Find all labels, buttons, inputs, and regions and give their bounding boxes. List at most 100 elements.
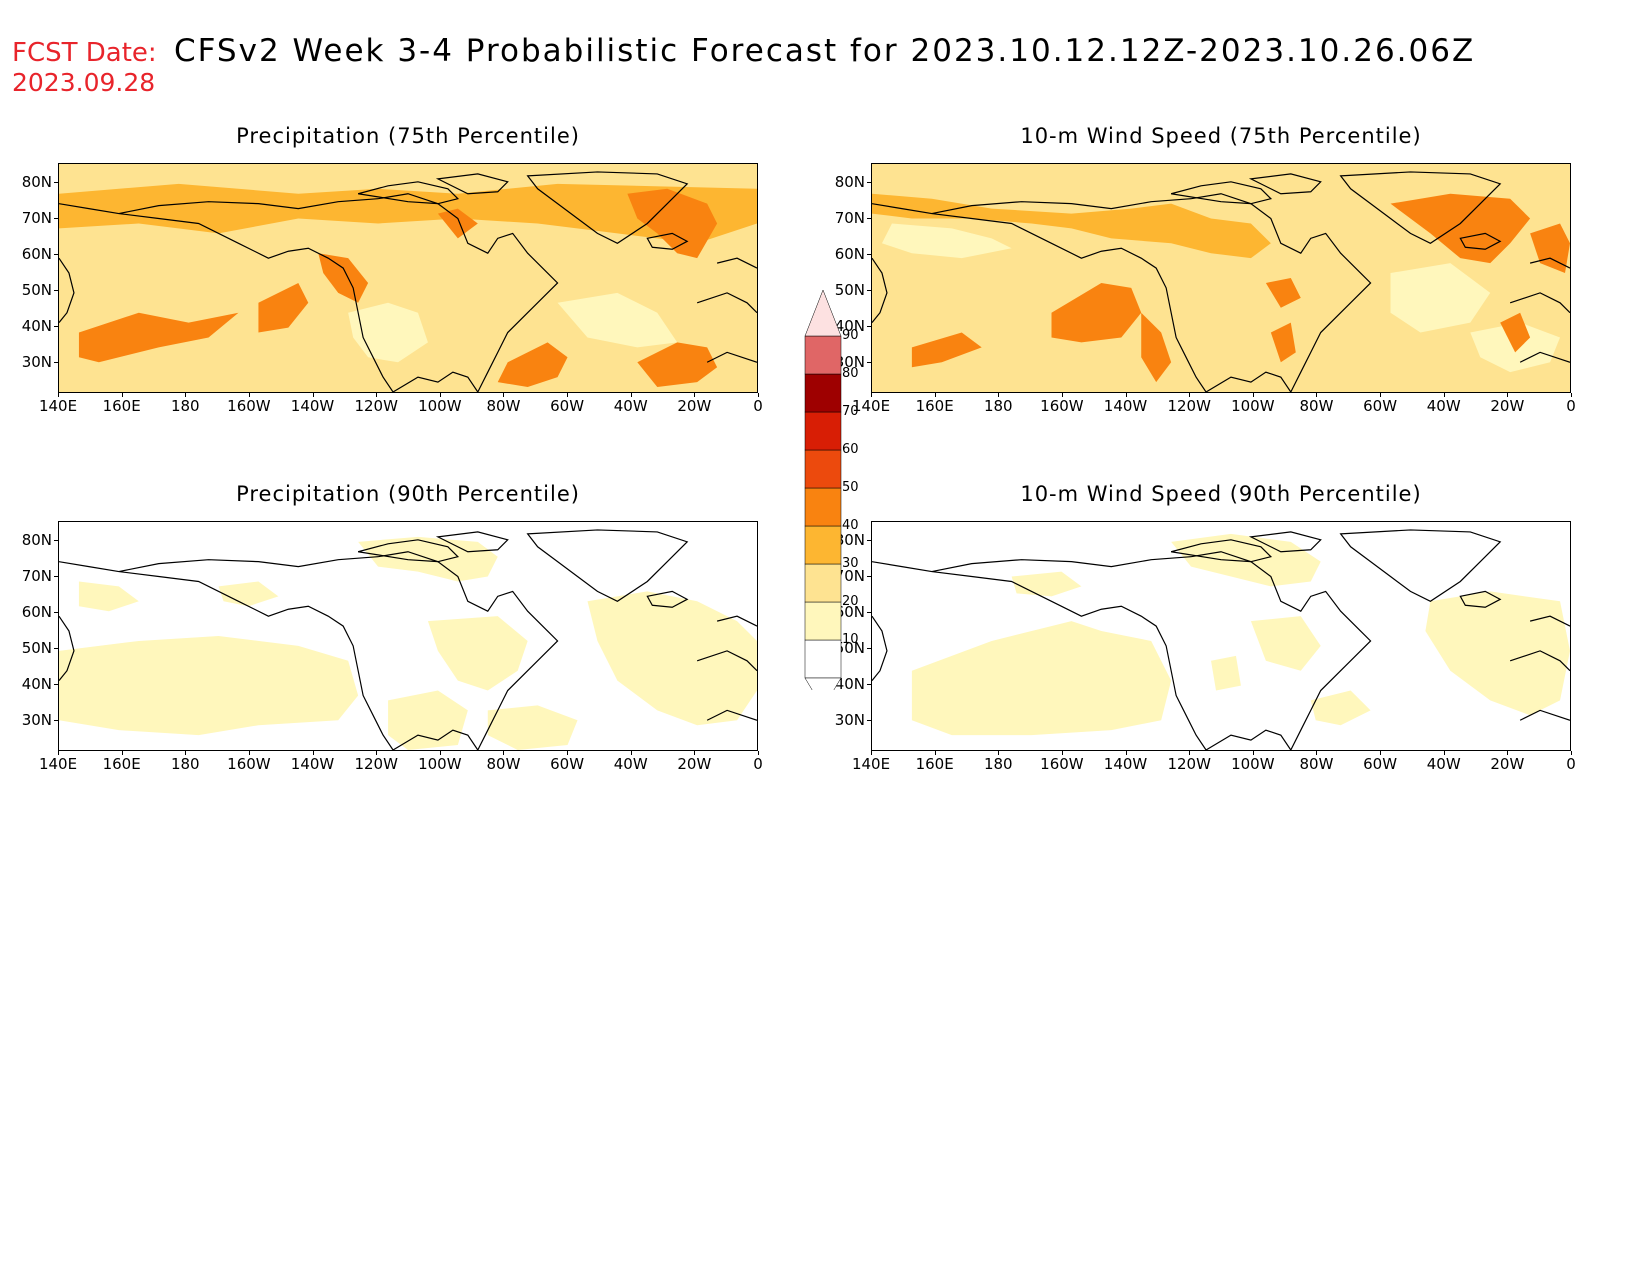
colorbar-segment xyxy=(804,487,842,527)
lat-label: 60N xyxy=(21,603,52,621)
coastline xyxy=(59,257,75,323)
lon-label: 140E xyxy=(851,397,891,415)
lon-label: 0 xyxy=(753,755,763,773)
lon-label: 20W xyxy=(677,755,712,773)
lat-label: 50N xyxy=(21,639,52,657)
lat-label: 60N xyxy=(834,603,865,621)
lat-label: 80N xyxy=(21,531,52,549)
lat-tick xyxy=(54,720,58,721)
lat-tick xyxy=(54,290,58,291)
lon-label: 160W xyxy=(227,755,271,773)
colorbar-level-label: 20 xyxy=(842,594,859,609)
shaded-region xyxy=(911,332,982,368)
lat-tick xyxy=(867,684,871,685)
lat-label: 40N xyxy=(834,675,865,693)
coastline xyxy=(1509,615,1570,721)
lon-label: 180 xyxy=(983,397,1013,415)
lon-label: 100W xyxy=(1231,397,1275,415)
lon-tick xyxy=(1252,393,1254,397)
lon-label: 100W xyxy=(418,397,462,415)
lon-tick xyxy=(1380,393,1382,397)
fcst-date-value: 2023.09.28 xyxy=(12,68,156,97)
coastline xyxy=(872,615,888,681)
lat-label: 80N xyxy=(834,531,865,549)
lon-label: 100W xyxy=(1231,755,1275,773)
lon-label: 60W xyxy=(1363,755,1398,773)
lon-label: 140E xyxy=(38,397,78,415)
lon-tick xyxy=(248,393,250,397)
lon-label: 40W xyxy=(1426,397,1461,415)
shaded-region xyxy=(587,591,757,726)
shaded-region xyxy=(78,312,239,363)
lon-tick xyxy=(1507,393,1509,397)
coastline xyxy=(1190,193,1372,392)
shaded-region xyxy=(1250,616,1321,671)
shaded-region xyxy=(557,292,678,348)
coastline xyxy=(59,203,394,392)
lon-tick xyxy=(503,751,505,755)
panel-title-wind90: 10-m Wind Speed (90th Percentile) xyxy=(1020,482,1422,506)
lon-label: 160W xyxy=(1040,397,1084,415)
lon-label: 40W xyxy=(613,755,648,773)
shaded-region xyxy=(258,282,309,333)
lon-label: 160E xyxy=(102,755,141,773)
lat-tick xyxy=(867,612,871,613)
shaded-region xyxy=(218,581,279,607)
lon-label: 0 xyxy=(753,397,763,415)
lon-label: 80W xyxy=(486,755,521,773)
lon-label: 20W xyxy=(1490,755,1525,773)
coastline xyxy=(118,198,379,215)
lon-tick xyxy=(567,393,569,397)
lat-tick xyxy=(867,540,871,541)
lon-label: 100W xyxy=(418,755,462,773)
coastline xyxy=(392,729,479,750)
lon-tick xyxy=(1443,393,1445,397)
lat-label: 60N xyxy=(834,245,865,263)
colorbar-top-arrow xyxy=(804,289,842,337)
lat-label: 80N xyxy=(834,173,865,191)
coastline xyxy=(646,590,689,608)
lon-label: 140W xyxy=(290,755,335,773)
map-precip90 xyxy=(58,521,758,751)
lon-tick xyxy=(694,393,696,397)
lon-label: 80W xyxy=(1299,755,1334,773)
colorbar-segment xyxy=(804,639,842,679)
coastline xyxy=(1170,181,1273,205)
lat-tick xyxy=(54,648,58,649)
lat-tick xyxy=(867,254,871,255)
lat-tick xyxy=(54,540,58,541)
lon-label: 0 xyxy=(1566,397,1576,415)
lon-label: 120W xyxy=(354,397,398,415)
shaded-region xyxy=(497,342,568,388)
lon-tick xyxy=(1443,751,1445,755)
shaded-region xyxy=(388,690,468,750)
lat-tick xyxy=(54,218,58,219)
lat-tick xyxy=(867,576,871,577)
lon-label: 120W xyxy=(354,755,398,773)
coastline xyxy=(392,371,479,392)
lat-label: 50N xyxy=(834,281,865,299)
lon-tick xyxy=(439,751,441,755)
lon-tick xyxy=(185,393,187,397)
lon-label: 120W xyxy=(1167,397,1211,415)
lat-label: 50N xyxy=(21,281,52,299)
lon-tick xyxy=(934,751,936,755)
coastline xyxy=(1205,729,1292,750)
colorbar-segment xyxy=(804,411,842,451)
lat-label: 50N xyxy=(834,639,865,657)
coastline xyxy=(377,551,559,750)
lon-label: 140W xyxy=(1103,755,1148,773)
lon-label: 180 xyxy=(170,397,200,415)
coastline xyxy=(526,171,689,244)
coastline xyxy=(59,615,75,681)
lon-tick xyxy=(871,393,872,397)
coastline xyxy=(1190,551,1372,750)
shaded-region xyxy=(318,253,369,303)
lon-tick xyxy=(630,393,632,397)
colorbar-level-label: 90 xyxy=(842,328,859,343)
shaded-region xyxy=(78,581,139,612)
map-wind75 xyxy=(871,163,1571,393)
coastline xyxy=(357,181,460,205)
lat-tick xyxy=(867,362,871,363)
lon-label: 180 xyxy=(983,755,1013,773)
